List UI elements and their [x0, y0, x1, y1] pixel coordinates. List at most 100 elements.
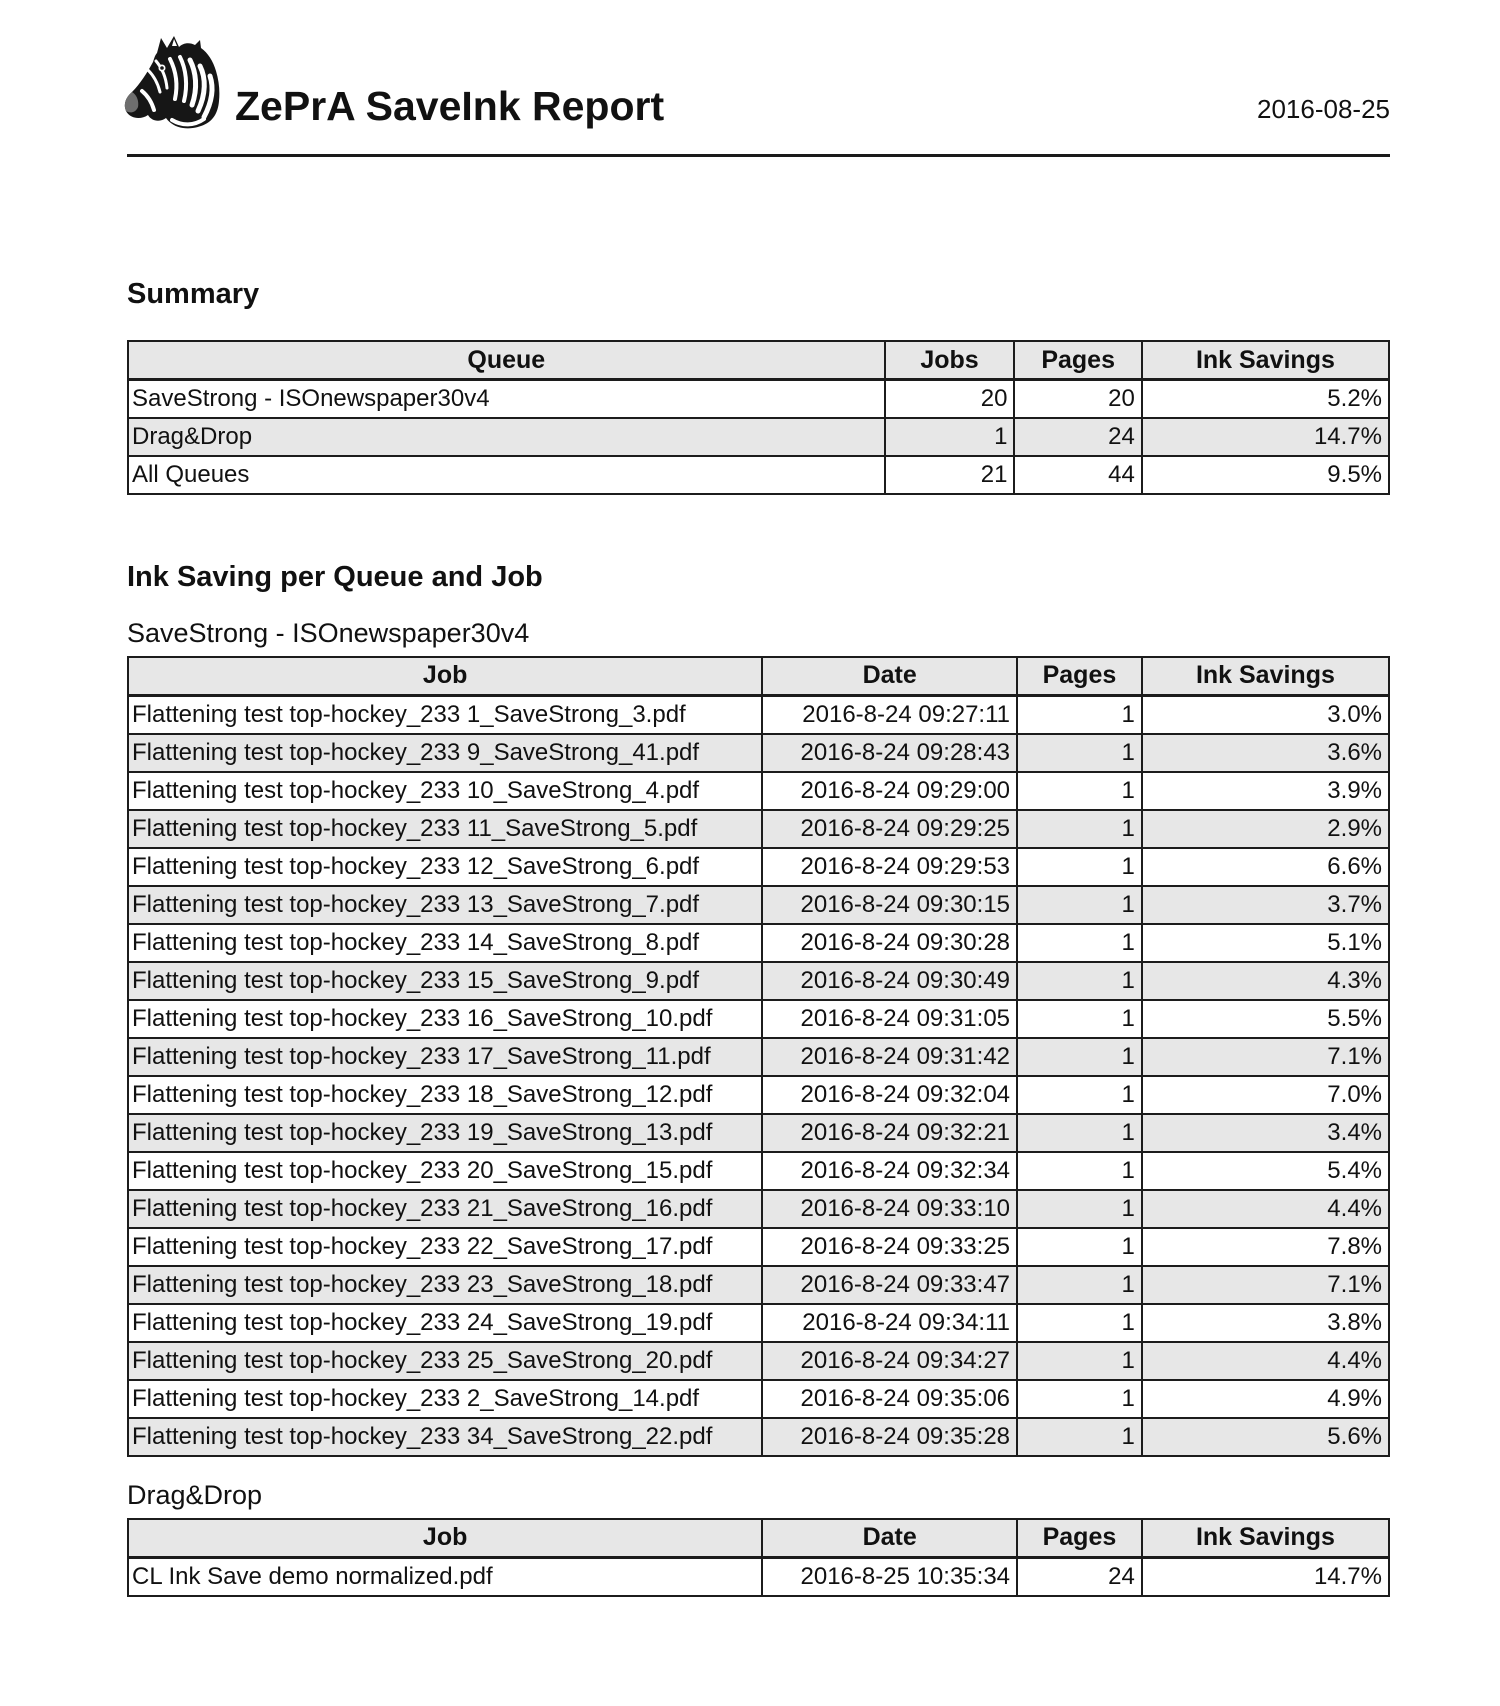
pages-cell: 1 [1016, 1150, 1143, 1191]
date-cell: 2016-8-24 09:29:25 [761, 808, 1019, 849]
date-cell: 2016-8-25 10:35:34 [761, 1556, 1019, 1597]
queue-caption-dragdrop: Drag&Drop [127, 1479, 263, 1510]
savestrong-jobs-table: Job Date Pages Ink Savings Flattening test … [126, 655, 1391, 1457]
column-header-date: Date [761, 655, 1019, 697]
queue-cell: SaveStrong - ISOnewspaper30v4 [127, 378, 886, 420]
date-cell: 2016-8-24 09:35:28 [761, 1416, 1019, 1457]
job-cell: Flattening test top-hockey_233 20_SaveSt… [126, 1150, 764, 1191]
date-cell: 2016-8-24 09:33:10 [761, 1188, 1019, 1229]
date-cell: 2016-8-24 09:33:25 [761, 1226, 1019, 1267]
summary-table-body: SaveStrong - ISOnewspaper30v4 20 20 5.2% Dra… [127, 378, 1391, 496]
jobs-cell: 20 [883, 378, 1016, 420]
table-row: Flattening test top-hockey_233 12_SaveSt… [126, 846, 1391, 887]
summary-table-wrap: Queue Jobs Pages Ink Savings SaveStrong - I… [127, 340, 1391, 496]
savestrong-table-body: Flattening test top-hockey_233 1_SaveStr… [126, 694, 1391, 1457]
pages-cell: 1 [1016, 1416, 1143, 1457]
table-row: Flattening test top-hockey_233 2_SaveStr… [126, 1378, 1391, 1419]
column-header-job: Job [126, 1517, 764, 1559]
detail-heading: Ink Saving per Queue and Job [127, 561, 543, 594]
savings-cell: 3.0% [1140, 694, 1391, 735]
pages-cell: 1 [1016, 1340, 1143, 1381]
savings-cell: 3.9% [1140, 770, 1391, 811]
savings-cell: 14.7% [1140, 417, 1391, 458]
savings-cell: 2.9% [1140, 808, 1391, 849]
job-cell: Flattening test top-hockey_233 21_SaveSt… [126, 1188, 764, 1229]
pages-cell: 1 [1016, 1226, 1143, 1267]
savings-cell: 3.8% [1140, 1302, 1391, 1343]
table-row: Flattening test top-hockey_233 22_SaveSt… [126, 1226, 1391, 1267]
pages-cell: 1 [1016, 1378, 1143, 1419]
pages-cell: 1 [1016, 1302, 1143, 1343]
savings-cell: 4.9% [1140, 1378, 1391, 1419]
pages-cell: 1 [1016, 960, 1143, 1001]
dragdrop-table-header: Job Date Pages Ink Savings [126, 1517, 1391, 1559]
savings-cell: 5.4% [1140, 1150, 1391, 1191]
savings-cell: 5.1% [1140, 922, 1391, 963]
savestrong-table-header: Job Date Pages Ink Savings [126, 655, 1391, 697]
savings-cell: 4.4% [1140, 1340, 1391, 1381]
date-cell: 2016-8-24 09:34:11 [761, 1302, 1019, 1343]
table-row: Flattening test top-hockey_233 10_SaveSt… [126, 770, 1391, 811]
job-cell: Flattening test top-hockey_233 11_SaveSt… [126, 808, 764, 849]
savings-cell: 3.6% [1140, 732, 1391, 773]
savings-cell: 7.8% [1140, 1226, 1391, 1267]
column-header-jobs: Jobs [883, 340, 1016, 382]
date-cell: 2016-8-24 09:28:43 [761, 732, 1019, 773]
table-row: Flattening test top-hockey_233 23_SaveSt… [126, 1264, 1391, 1305]
pages-cell: 1 [1016, 922, 1143, 963]
zebra-logo-icon [124, 36, 220, 129]
savings-cell: 7.1% [1140, 1264, 1391, 1305]
savings-cell: 7.0% [1140, 1074, 1391, 1115]
pages-cell: 1 [1016, 1074, 1143, 1115]
pages-cell: 44 [1013, 455, 1143, 496]
job-cell: Flattening test top-hockey_233 10_SaveSt… [126, 770, 764, 811]
job-cell: Flattening test top-hockey_233 12_SaveSt… [126, 846, 764, 887]
summary-heading: Summary [127, 278, 260, 310]
job-cell: Flattening test top-hockey_233 14_SaveSt… [126, 922, 764, 963]
column-header-job: Job [126, 655, 764, 697]
job-cell: Flattening test top-hockey_233 34_SaveSt… [126, 1416, 764, 1457]
header-row: Queue Jobs Pages Ink Savings [127, 340, 1391, 382]
job-cell: Flattening test top-hockey_233 17_SaveSt… [126, 1036, 764, 1077]
job-cell: Flattening test top-hockey_233 23_SaveSt… [126, 1264, 764, 1305]
jobs-cell: 1 [883, 417, 1016, 458]
job-cell: Flattening test top-hockey_233 9_SaveStr… [126, 732, 764, 773]
table-row: Flattening test top-hockey_233 1_SaveStr… [126, 694, 1391, 735]
job-cell: Flattening test top-hockey_233 22_SaveSt… [126, 1226, 764, 1267]
queue-caption-savestrong: SaveStrong - ISOnewspaper30v4 [127, 617, 530, 648]
date-cell: 2016-8-24 09:32:04 [761, 1074, 1019, 1115]
pages-cell: 24 [1013, 417, 1143, 458]
savings-cell: 4.3% [1140, 960, 1391, 1001]
pages-cell: 1 [1016, 694, 1143, 735]
table-row: Flattening test top-hockey_233 9_SaveStr… [126, 732, 1391, 773]
table-row: Flattening test top-hockey_233 25_SaveSt… [126, 1340, 1391, 1381]
date-cell: 2016-8-24 09:31:42 [761, 1036, 1019, 1077]
job-cell: Flattening test top-hockey_233 2_SaveStr… [126, 1378, 764, 1419]
column-header-ink-savings: Ink Savings [1140, 340, 1391, 382]
column-header-queue: Queue [127, 340, 886, 382]
table-row: All Queues 21 44 9.5% [127, 455, 1391, 496]
savings-cell: 6.6% [1140, 846, 1391, 887]
table-row: Flattening test top-hockey_233 20_SaveSt… [126, 1150, 1391, 1191]
job-cell: Flattening test top-hockey_233 18_SaveSt… [126, 1074, 764, 1115]
job-cell: Flattening test top-hockey_233 13_SaveSt… [126, 884, 764, 925]
pages-cell: 24 [1016, 1556, 1143, 1597]
table-row: Flattening test top-hockey_233 17_SaveSt… [126, 1036, 1391, 1077]
date-cell: 2016-8-24 09:34:27 [761, 1340, 1019, 1381]
savings-cell: 3.4% [1140, 1112, 1391, 1153]
job-cell: CL Ink Save demo normalized.pdf [126, 1556, 764, 1597]
table-row: Flattening test top-hockey_233 34_SaveSt… [126, 1416, 1391, 1457]
table-row: Flattening test top-hockey_233 18_SaveSt… [126, 1074, 1391, 1115]
pages-cell: 1 [1016, 808, 1143, 849]
pages-cell: 1 [1016, 884, 1143, 925]
pages-cell: 1 [1016, 732, 1143, 773]
header-rule [127, 154, 1390, 157]
job-cell: Flattening test top-hockey_233 16_SaveSt… [126, 998, 764, 1039]
savings-cell: 5.2% [1140, 378, 1391, 420]
column-header-pages: Pages [1016, 1517, 1143, 1559]
column-header-date: Date [761, 1517, 1019, 1559]
report-date: 2016-08-25 [1257, 94, 1390, 124]
queue-cell: All Queues [127, 455, 886, 496]
date-cell: 2016-8-24 09:29:53 [761, 846, 1019, 887]
